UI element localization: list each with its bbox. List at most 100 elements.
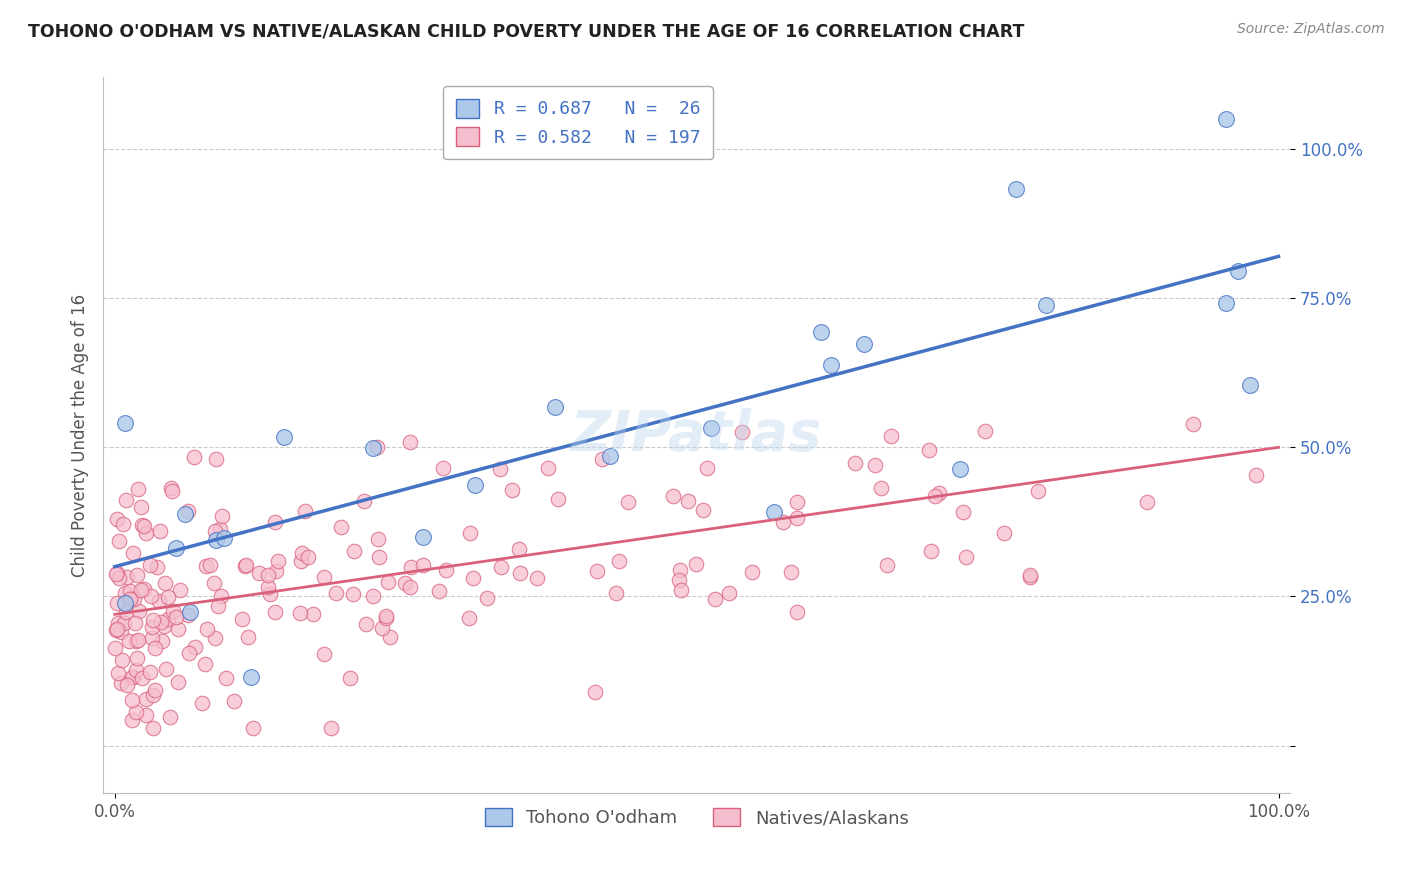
Point <box>264 564 287 578</box>
Point <box>236 630 259 644</box>
Point <box>661 489 683 503</box>
Point <box>121 693 143 707</box>
Point <box>1035 298 1057 312</box>
Point <box>118 633 141 648</box>
Point <box>1215 112 1237 127</box>
Point <box>139 589 162 603</box>
Point <box>585 564 607 578</box>
Point <box>583 685 606 699</box>
Point <box>398 435 420 450</box>
Point <box>141 620 163 634</box>
Point <box>165 541 187 555</box>
Point <box>591 452 613 467</box>
Point <box>153 619 176 633</box>
Point <box>291 546 314 560</box>
Point <box>394 576 416 591</box>
Point <box>398 580 420 594</box>
Point <box>125 663 148 677</box>
Point <box>122 591 145 606</box>
Point <box>488 462 510 476</box>
Point <box>143 683 166 698</box>
Point <box>810 325 832 339</box>
Point <box>177 504 200 518</box>
Point <box>464 478 486 492</box>
Point <box>312 648 335 662</box>
Point <box>202 576 225 591</box>
Point <box>121 670 143 684</box>
Point <box>139 665 162 679</box>
Point <box>457 611 479 625</box>
Point <box>928 486 950 500</box>
Point <box>863 458 886 472</box>
Point <box>290 554 312 568</box>
Point <box>319 721 342 735</box>
Point <box>508 542 530 557</box>
Point <box>141 631 163 645</box>
Point <box>671 582 693 597</box>
Point <box>135 708 157 723</box>
Point <box>256 581 278 595</box>
Point <box>1239 378 1261 392</box>
Point <box>870 481 893 495</box>
Point <box>122 545 145 559</box>
Point <box>153 575 176 590</box>
Point <box>731 425 754 440</box>
Point <box>235 558 257 572</box>
Point <box>127 633 149 648</box>
Point <box>685 557 707 571</box>
Point <box>297 549 319 564</box>
Point <box>108 571 131 585</box>
Point <box>150 634 173 648</box>
Point <box>880 429 903 443</box>
Point <box>215 671 238 685</box>
Point <box>115 570 138 584</box>
Point <box>361 589 384 603</box>
Point <box>786 495 808 509</box>
Point <box>1019 570 1042 584</box>
Point <box>115 605 138 619</box>
Point <box>377 574 399 589</box>
Point <box>366 440 388 454</box>
Point <box>162 604 184 618</box>
Point <box>717 585 740 599</box>
Point <box>741 566 763 580</box>
Point <box>125 634 148 648</box>
Point <box>231 612 253 626</box>
Point <box>155 662 177 676</box>
Point <box>772 515 794 529</box>
Point <box>375 611 398 625</box>
Point <box>131 671 153 685</box>
Point <box>330 520 353 534</box>
Point <box>165 609 187 624</box>
Point <box>314 569 336 583</box>
Point <box>294 504 316 518</box>
Point <box>107 666 129 681</box>
Point <box>434 563 457 577</box>
Point <box>491 559 513 574</box>
Point <box>110 624 132 639</box>
Point <box>114 585 136 599</box>
Text: TOHONO O'ODHAM VS NATIVE/ALASKAN CHILD POVERTY UNDER THE AGE OF 16 CORRELATION C: TOHONO O'ODHAM VS NATIVE/ALASKAN CHILD P… <box>28 22 1025 40</box>
Point <box>368 549 391 564</box>
Point <box>668 563 690 577</box>
Point <box>917 443 939 458</box>
Point <box>786 605 808 619</box>
Point <box>342 587 364 601</box>
Point <box>526 571 548 585</box>
Point <box>169 583 191 598</box>
Point <box>692 503 714 517</box>
Point <box>111 516 134 531</box>
Point <box>375 608 398 623</box>
Point <box>240 670 263 684</box>
Point <box>547 491 569 506</box>
Point <box>676 494 699 508</box>
Point <box>544 400 567 414</box>
Point <box>142 689 165 703</box>
Point <box>367 532 389 546</box>
Point <box>1244 468 1267 483</box>
Point <box>204 631 226 645</box>
Point <box>342 544 364 558</box>
Point <box>117 678 139 692</box>
Point <box>127 482 149 496</box>
Point <box>779 566 801 580</box>
